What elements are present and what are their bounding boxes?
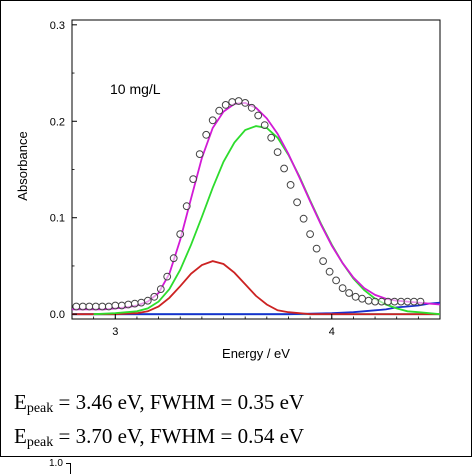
series-line-3	[72, 260, 440, 316]
data-point	[390, 297, 399, 306]
data-point	[358, 294, 367, 303]
data-point	[293, 198, 302, 207]
data-point	[351, 292, 360, 301]
energy-symbol: E	[14, 390, 27, 414]
figure-frame	[0, 0, 472, 457]
data-point	[247, 103, 256, 112]
data-point	[273, 148, 282, 157]
data-point	[143, 296, 152, 305]
data-point	[260, 121, 269, 129]
peak-equation-2: Epeak = 3.70 eV, FWHM = 0.54 eV	[14, 424, 304, 451]
data-point	[176, 230, 185, 239]
energy-symbol: E	[14, 424, 27, 448]
y-tick-label: 0.0	[50, 309, 65, 321]
data-point	[319, 257, 328, 266]
series-line-1	[72, 101, 440, 311]
data-point	[182, 202, 191, 211]
next-chart-y-axis	[70, 463, 71, 474]
y-tick-label: 0.3	[50, 20, 65, 32]
next-chart-fragment	[0, 457, 474, 474]
series-group	[72, 97, 440, 316]
data-point	[403, 297, 412, 306]
data-point	[189, 175, 198, 184]
data-point	[150, 292, 159, 301]
data-point	[377, 297, 386, 306]
data-point	[312, 244, 321, 253]
data-point	[111, 301, 120, 310]
data-point	[85, 302, 94, 311]
data-point	[91, 302, 100, 311]
x-axis-label: Energy / eV	[222, 346, 290, 361]
data-point	[254, 111, 263, 120]
data-point	[241, 99, 250, 107]
data-point	[325, 267, 334, 276]
peak-equation-1: Epeak = 3.46 eV, FWHM = 0.35 eV	[14, 390, 304, 417]
data-point	[104, 302, 113, 311]
y-axis-label: Absorbance	[15, 131, 30, 200]
energy-subscript: peak	[26, 401, 54, 416]
data-point	[78, 302, 87, 311]
next-chart-tick-mark	[66, 463, 71, 464]
data-point	[286, 181, 295, 189]
y-tick-label: 0.1	[50, 213, 65, 225]
x-tick-label: 3	[112, 326, 118, 338]
y-axis: 0.0 0.1 0.2 0.3	[50, 20, 77, 321]
data-point	[156, 285, 165, 294]
data-point	[228, 98, 237, 106]
data-point	[117, 301, 126, 310]
data-point	[371, 297, 380, 306]
data-point	[195, 150, 204, 159]
data-point	[72, 302, 81, 311]
data-point	[345, 289, 354, 297]
data-point	[364, 296, 373, 305]
data-point	[280, 164, 289, 173]
concentration-annotation: 10 mg/L	[110, 81, 161, 97]
data-point	[306, 230, 315, 239]
data-point	[208, 116, 217, 125]
next-chart-tick-label: 1.0	[49, 458, 63, 469]
data-point	[169, 254, 178, 263]
series-line-2	[93, 125, 440, 316]
data-point	[416, 297, 425, 306]
data-point	[215, 106, 224, 115]
data-point	[137, 298, 146, 307]
energy-subscript: peak	[26, 435, 54, 450]
y-tick-label: 0.2	[50, 116, 65, 128]
series-line-4	[72, 301, 440, 316]
data-point	[202, 130, 211, 139]
x-tick-label: 4	[329, 326, 335, 338]
data-point	[221, 101, 230, 109]
data-point	[234, 97, 243, 105]
data-point	[410, 297, 418, 306]
data-point	[267, 133, 276, 142]
data-point	[384, 297, 392, 306]
data-point	[124, 300, 133, 309]
data-point	[397, 297, 405, 306]
equation-values: = 3.70 eV, FWHM = 0.54 eV	[53, 424, 305, 448]
data-point	[163, 272, 172, 281]
plot-area	[71, 19, 441, 320]
data-point	[98, 302, 107, 311]
data-point	[338, 284, 347, 293]
data-point	[130, 299, 139, 308]
plot-frame	[71, 19, 441, 320]
data-point	[332, 276, 341, 285]
equation-values: = 3.46 eV, FWHM = 0.35 eV	[53, 390, 305, 414]
data-point	[299, 214, 308, 223]
